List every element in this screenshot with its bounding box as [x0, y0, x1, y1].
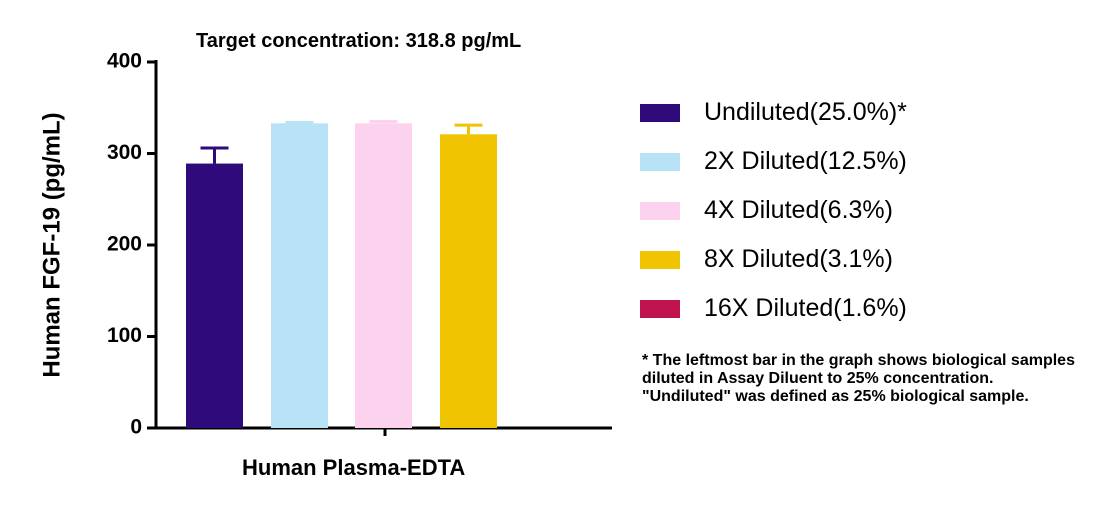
- bar: [186, 163, 243, 428]
- y-tick-label: 300: [107, 141, 142, 164]
- y-tick-label: 200: [107, 233, 142, 256]
- legend-label: Undiluted(25.0%)*: [704, 98, 907, 126]
- y-axis-label: Human FGF-19 (pg/mL): [38, 112, 65, 377]
- legend-item: 8X Diluted(3.1%): [640, 235, 907, 284]
- bar: [355, 123, 412, 429]
- legend-item: 4X Diluted(6.3%): [640, 186, 907, 235]
- legend-swatch: [640, 103, 680, 122]
- legend-swatch: [640, 201, 680, 220]
- legend-label: 4X Diluted(6.3%): [704, 196, 893, 224]
- legend: Undiluted(25.0%)* 2X Diluted(12.5%) 4X D…: [640, 88, 907, 333]
- legend-item: 2X Diluted(12.5%): [640, 137, 907, 186]
- y-tick-label: 0: [130, 416, 142, 439]
- legend-swatch: [640, 250, 680, 269]
- bars: [186, 123, 497, 429]
- bar: [271, 123, 328, 429]
- legend-label: 2X Diluted(12.5%): [704, 147, 907, 175]
- chart-title: Target concentration: 318.8 pg/mL: [196, 30, 522, 52]
- footnote: * The leftmost bar in the graph shows bi…: [642, 352, 1075, 405]
- legend-swatch: [640, 152, 680, 171]
- y-tick-label: 400: [107, 50, 142, 73]
- y-ticks: 0 100 200 300 400: [107, 50, 156, 439]
- legend-label: 8X Diluted(3.1%): [704, 245, 893, 273]
- legend-label: 16X Diluted(1.6%): [704, 294, 907, 322]
- legend-item: Undiluted(25.0%)*: [640, 88, 907, 137]
- legend-swatch: [640, 299, 680, 318]
- legend-item: 16X Diluted(1.6%): [640, 284, 907, 333]
- y-tick-label: 100: [107, 324, 142, 347]
- bar: [440, 134, 497, 428]
- x-axis: [154, 426, 612, 436]
- x-axis-label: Human Plasma-EDTA: [242, 455, 466, 480]
- error-bars: [200, 119, 483, 164]
